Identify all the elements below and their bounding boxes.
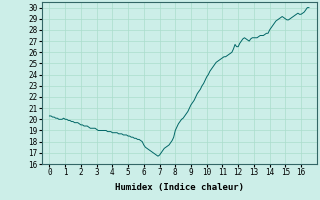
X-axis label: Humidex (Indice chaleur): Humidex (Indice chaleur): [115, 183, 244, 192]
